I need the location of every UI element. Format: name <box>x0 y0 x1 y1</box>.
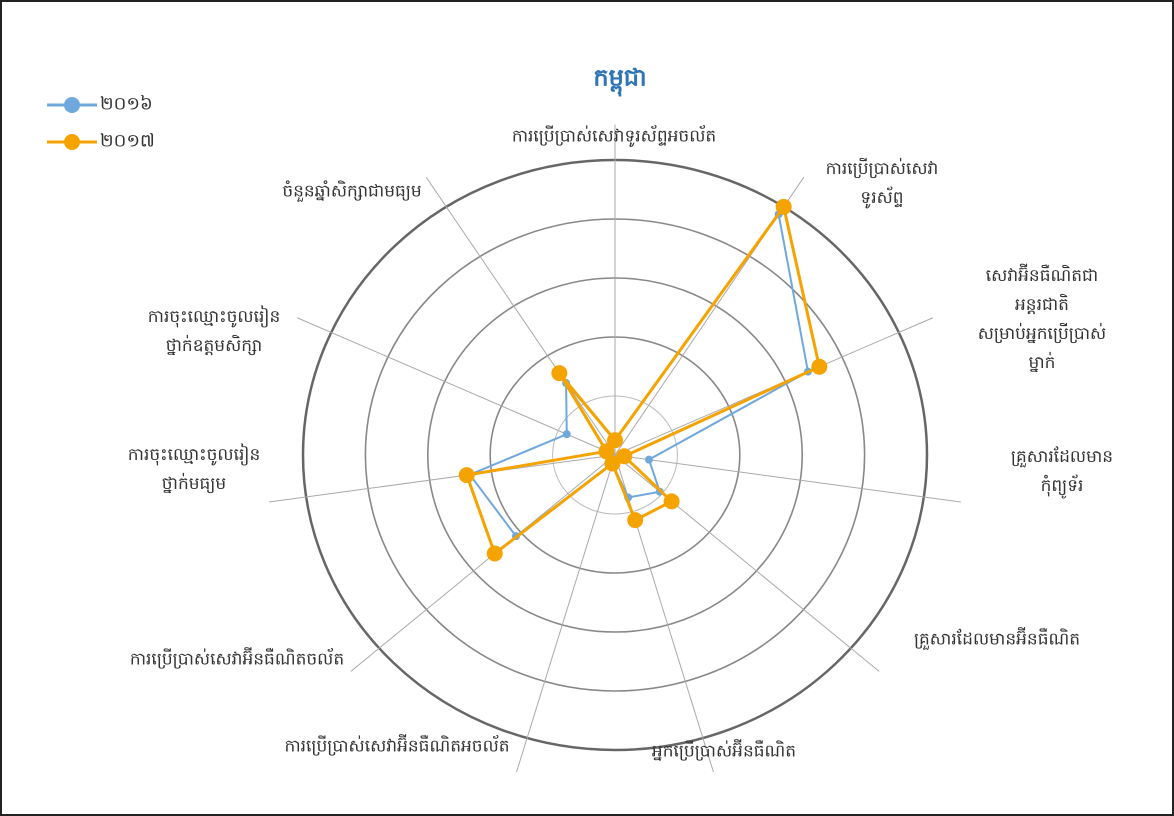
chart-title: កម្ពុជា <box>593 63 647 92</box>
marker <box>458 467 475 484</box>
series-line <box>468 211 810 538</box>
marker <box>663 493 680 510</box>
axis-label: គ្រួសារដែលមានកុំព្យូទ័រ <box>1010 447 1114 496</box>
axis-label: ការប្រើប្រាស់សេវាទូរស័ព្ទអចល័ត <box>511 126 717 147</box>
spoke <box>350 454 616 672</box>
spoke <box>269 454 616 503</box>
marker <box>562 430 571 439</box>
axis-label: អ្នកប្រើប្រាស់អ៊ីនធឺណិត <box>651 741 797 762</box>
marker <box>616 448 633 465</box>
axis-label: សេវាអ៊ីនធឺណិតជាអន្តរជាតិ សម្រាប់អ្នកប្រើ… <box>977 266 1107 373</box>
spoke <box>425 176 616 456</box>
marker <box>607 432 623 449</box>
legend-label: ២០១៦ <box>100 93 153 115</box>
marker <box>604 455 621 472</box>
axis-label: គ្រួសារដែលមានអ៊ីនធឺណិត <box>913 629 1081 650</box>
series-line <box>464 203 822 556</box>
axis-label: ការចុះឈ្មោះចូលរៀន ថ្នាក់មធ្យម <box>127 445 261 494</box>
axis-label: ការប្រើប្រាស់សេវាអ៊ីនធឺណិតអចល័ត <box>284 736 510 757</box>
spoke <box>614 454 961 503</box>
legend-marker <box>64 97 80 113</box>
marker <box>644 455 653 464</box>
marker <box>598 443 615 460</box>
spoke <box>614 454 880 672</box>
axis-label: ការប្រើប្រាស់សេវាអ៊ីនធឺណិតចល័ត <box>129 649 345 670</box>
legend-marker <box>64 134 80 150</box>
marker <box>486 545 503 562</box>
marker <box>551 365 568 382</box>
marker <box>811 358 828 375</box>
marker <box>627 512 644 529</box>
axis-label: ការប្រើប្រាស់សេវា ទូរស័ព្ទ <box>825 159 939 208</box>
axis-label: ចំនួនឆ្នាំសិក្សាជាមធ្យម <box>282 181 422 202</box>
marker <box>775 198 792 215</box>
spoke <box>296 317 616 456</box>
legend-label: ២០១៧ <box>100 130 155 152</box>
spoke <box>516 454 616 773</box>
axis-label: ការចុះឈ្មោះចូលរៀន ថ្នាក់ឧត្តមសិក្សា <box>147 307 281 356</box>
